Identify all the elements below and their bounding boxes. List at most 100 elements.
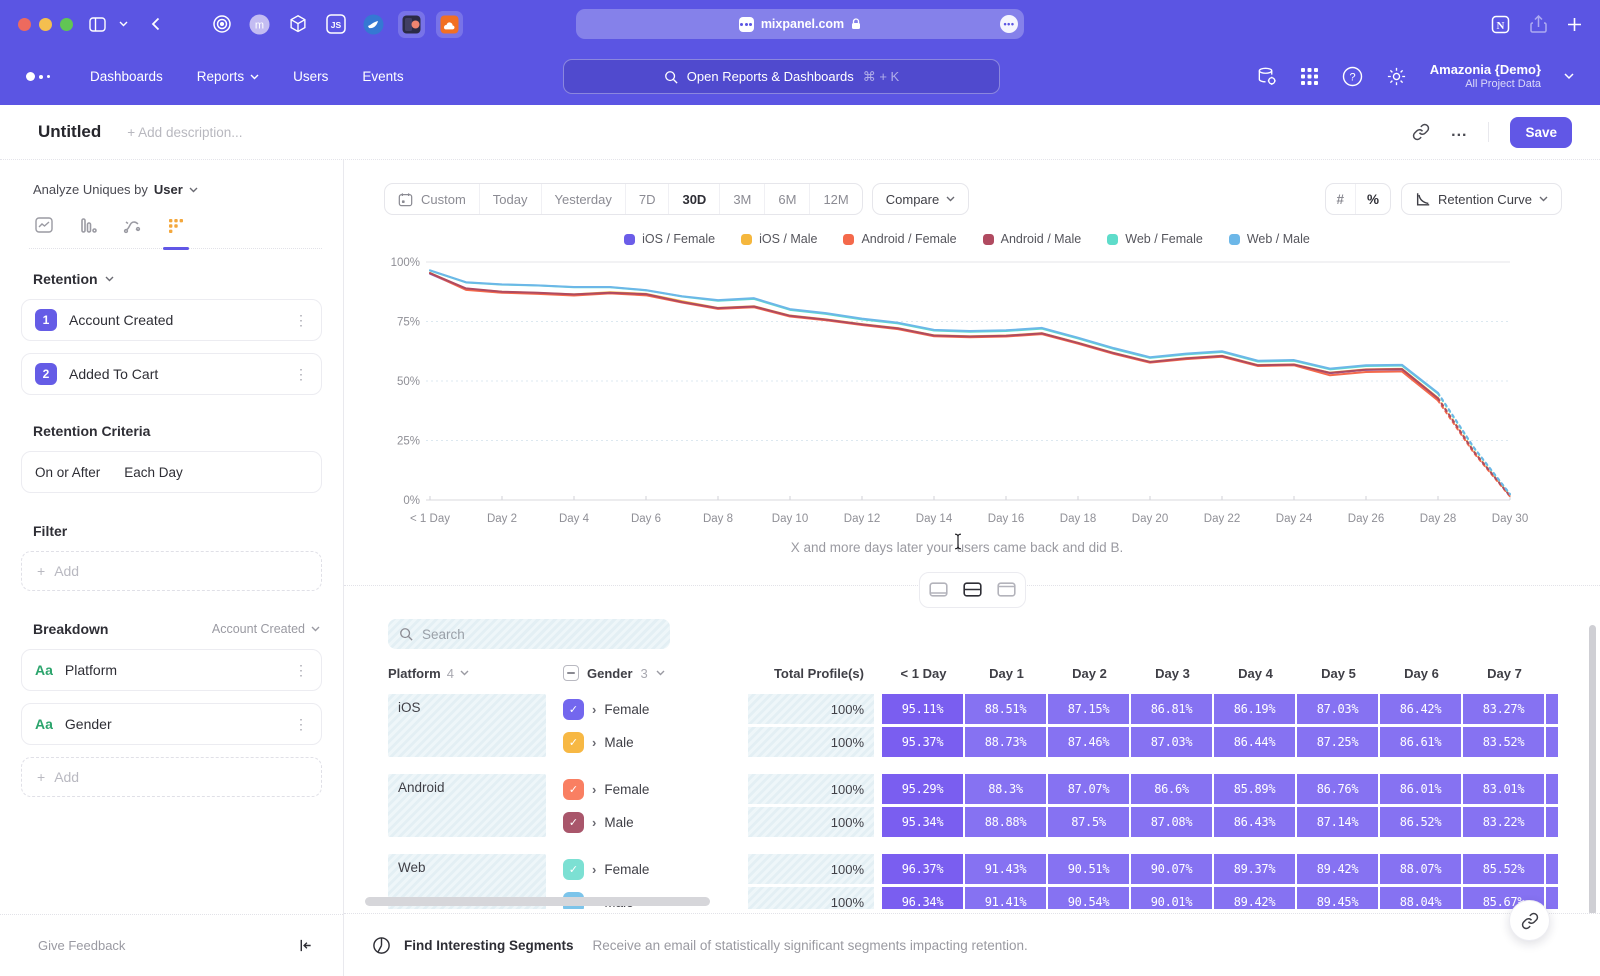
retention-section-header[interactable]: Retention: [33, 271, 322, 287]
platform-column-header[interactable]: Platform 4: [388, 666, 563, 681]
day-header[interactable]: Day 7: [1487, 665, 1522, 681]
legend-item-android-female[interactable]: Android / Female: [843, 232, 957, 246]
add-description-button[interactable]: + Add description...: [127, 124, 243, 140]
day-header[interactable]: < 1 Day: [900, 665, 947, 681]
horizontal-scrollbar[interactable]: [365, 897, 710, 906]
analyze-entity-selector[interactable]: User: [153, 182, 183, 197]
chart-type-selector[interactable]: Retention Curve: [1401, 183, 1562, 215]
legend-item-ios-male[interactable]: iOS / Male: [741, 232, 817, 246]
expand-chevron-icon[interactable]: ›: [592, 861, 597, 877]
breakdown-card-gender[interactable]: Aa Gender ⋮: [21, 703, 322, 745]
date-range-30d[interactable]: 30D: [669, 184, 721, 214]
date-range-yesterday[interactable]: Yesterday: [542, 184, 626, 214]
kebab-menu-icon[interactable]: ⋮: [294, 311, 308, 328]
tab-flows[interactable]: [117, 213, 147, 239]
zoom-window-button[interactable]: [60, 17, 73, 31]
series-checkbox[interactable]: ✓: [563, 858, 584, 880]
series-checkbox[interactable]: ✓: [563, 778, 584, 800]
tab-retention[interactable]: [161, 213, 191, 250]
notion-icon[interactable]: N: [1491, 15, 1510, 34]
add-breakdown-button[interactable]: + Add: [21, 757, 322, 797]
help-icon[interactable]: ?: [1342, 66, 1363, 87]
view-mode-chart[interactable]: [923, 576, 954, 603]
minimize-window-button[interactable]: [39, 17, 52, 31]
url-options-icon[interactable]: •••: [1000, 15, 1018, 33]
settings-gear-icon[interactable]: [1386, 66, 1407, 87]
vertical-scrollbar[interactable]: [1589, 625, 1596, 915]
share-link-fab[interactable]: [1509, 900, 1550, 941]
chevron-down-icon[interactable]: [119, 21, 128, 27]
event-card-account-created[interactable]: 1 Account Created ⋮: [21, 299, 322, 341]
kebab-menu-icon[interactable]: ⋮: [294, 661, 308, 678]
kebab-menu-icon[interactable]: ⋮: [294, 715, 308, 732]
share-icon[interactable]: [1530, 14, 1547, 34]
expand-chevron-icon[interactable]: ›: [592, 701, 597, 717]
save-button[interactable]: Save: [1510, 116, 1572, 148]
view-mode-table[interactable]: [991, 576, 1022, 603]
percent-toggle-button[interactable]: %: [1356, 184, 1390, 214]
back-icon[interactable]: [151, 17, 160, 31]
close-window-button[interactable]: [18, 17, 31, 31]
add-filter-button[interactable]: + Add: [21, 551, 322, 591]
day-header[interactable]: Day 1: [989, 665, 1024, 681]
more-options-icon[interactable]: ...: [1451, 123, 1468, 140]
tab-funnels[interactable]: [73, 213, 103, 239]
criteria-condition[interactable]: On or After: [35, 464, 101, 480]
view-mode-split[interactable]: [957, 576, 988, 603]
target-extension-icon[interactable]: [208, 11, 235, 38]
bird-extension-icon[interactable]: [360, 11, 387, 38]
series-checkbox[interactable]: ✓: [563, 698, 584, 720]
red-panel-extension-icon[interactable]: [398, 10, 425, 38]
breakdown-card-platform[interactable]: Aa Platform ⋮: [21, 649, 322, 691]
give-feedback-button[interactable]: Give Feedback: [38, 938, 126, 953]
retention-criteria-card[interactable]: On or After Each Day: [21, 451, 322, 493]
global-search[interactable]: Open Reports & Dashboards ⌘ + K: [563, 59, 1000, 94]
nav-item-users[interactable]: Users: [293, 69, 329, 84]
day-header[interactable]: Day 4: [1238, 665, 1273, 681]
legend-item-web-male[interactable]: Web / Male: [1228, 232, 1310, 246]
collapse-sidebar-icon[interactable]: [298, 938, 313, 953]
mixpanel-logo[interactable]: [26, 72, 50, 81]
date-range-3m[interactable]: 3M: [720, 184, 766, 214]
data-management-icon[interactable]: [1256, 66, 1277, 87]
date-range-today[interactable]: Today: [480, 184, 542, 214]
report-title[interactable]: Untitled: [38, 122, 102, 141]
legend-item-web-female[interactable]: Web / Female: [1107, 232, 1203, 246]
day-header[interactable]: Day 2: [1072, 665, 1107, 681]
compare-button[interactable]: Compare: [871, 183, 970, 215]
date-range-7d[interactable]: 7D: [626, 184, 670, 214]
date-range-custom[interactable]: Custom: [385, 184, 480, 214]
nav-item-events[interactable]: Events: [362, 69, 404, 84]
tab-insights[interactable]: [29, 213, 59, 239]
segments-footer[interactable]: Find Interesting Segments Receive an ema…: [344, 913, 1600, 976]
day-header[interactable]: Day 3: [1155, 665, 1190, 681]
breakdown-scope-selector[interactable]: Account Created: [212, 622, 320, 636]
total-profiles-header[interactable]: Total Profile(s): [773, 665, 864, 681]
table-search[interactable]: [388, 619, 670, 649]
m-extension-icon[interactable]: m: [246, 11, 273, 38]
expand-chevron-icon[interactable]: ›: [592, 734, 597, 750]
date-range-6m[interactable]: 6M: [765, 184, 811, 214]
kebab-menu-icon[interactable]: ⋮: [294, 365, 308, 382]
gender-column-header[interactable]: Gender 3: [563, 665, 748, 681]
criteria-value[interactable]: Each Day: [124, 464, 183, 480]
cube-extension-icon[interactable]: [284, 11, 311, 38]
nav-item-dashboards[interactable]: Dashboards: [90, 69, 163, 84]
js-extension-icon[interactable]: JS: [322, 11, 349, 38]
soundcloud-extension-icon[interactable]: [436, 10, 463, 38]
account-switcher[interactable]: Amazonia {Demo} All Project Data: [1430, 62, 1541, 92]
copy-link-icon[interactable]: [1412, 123, 1430, 141]
expand-chevron-icon[interactable]: ›: [592, 814, 597, 830]
url-bar[interactable]: mixpanel.com •••: [576, 9, 1024, 39]
legend-item-android-male[interactable]: Android / Male: [982, 232, 1081, 246]
count-toggle-button[interactable]: #: [1326, 184, 1357, 214]
date-range-12m[interactable]: 12M: [810, 184, 861, 214]
new-tab-icon[interactable]: [1567, 17, 1582, 32]
day-header[interactable]: Day 5: [1321, 665, 1356, 681]
legend-item-ios-female[interactable]: iOS / Female: [624, 232, 715, 246]
browser-sidebar-icon[interactable]: [89, 16, 106, 32]
table-search-input[interactable]: [422, 626, 642, 642]
select-all-checkbox[interactable]: [563, 665, 579, 681]
apps-grid-icon[interactable]: [1300, 67, 1319, 86]
nav-item-reports[interactable]: Reports: [197, 69, 259, 84]
